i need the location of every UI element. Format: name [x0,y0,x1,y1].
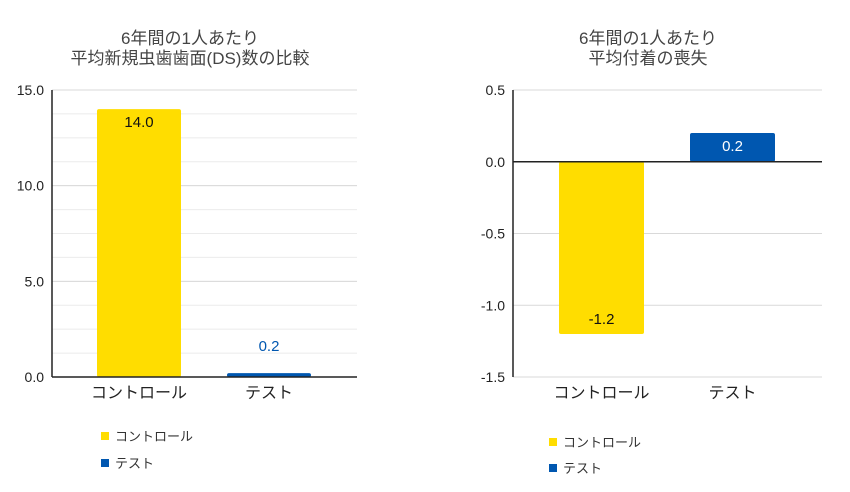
legend-label: テスト [563,461,602,476]
legend-swatch [549,464,557,472]
y-tick-label: 0.0 [25,369,45,385]
bar-test [227,373,311,377]
legend-swatch [549,438,557,446]
y-tick-label: 5.0 [25,273,45,289]
data-label: 0.2 [259,338,280,355]
legend-swatch [101,459,109,467]
data-label: 14.0 [124,114,153,131]
chart-title: 6年間の1人あたり [579,29,717,48]
legend-label: コントロール [115,429,193,444]
y-tick-label: -1.0 [481,297,505,313]
y-tick-label: -1.5 [481,369,505,385]
x-tick-label: コントロール [91,385,187,402]
y-tick-label: 10.0 [17,178,44,194]
y-tick-label: -0.5 [481,226,505,242]
y-tick-label: 0.5 [486,82,506,98]
y-tick-label: 0.0 [486,154,506,170]
chart-title: 平均付着の喪失 [589,49,708,68]
chart-title: 6年間の1人あたり [121,29,259,48]
legend-label: テスト [115,456,154,471]
y-tick-label: 15.0 [17,82,44,98]
x-tick-label: テスト [245,385,293,402]
bar-test [690,133,775,162]
x-tick-label: テスト [708,385,756,402]
legend-label: コントロール [563,435,641,450]
bar-control [559,161,644,334]
legend-swatch [101,432,109,440]
data-label: 0.2 [722,138,743,155]
bar-control [97,109,181,377]
chart-title: 平均新規虫歯歯面(DS)数の比較 [71,49,310,68]
x-tick-label: コントロール [553,385,649,402]
data-label: -1.2 [589,311,615,328]
